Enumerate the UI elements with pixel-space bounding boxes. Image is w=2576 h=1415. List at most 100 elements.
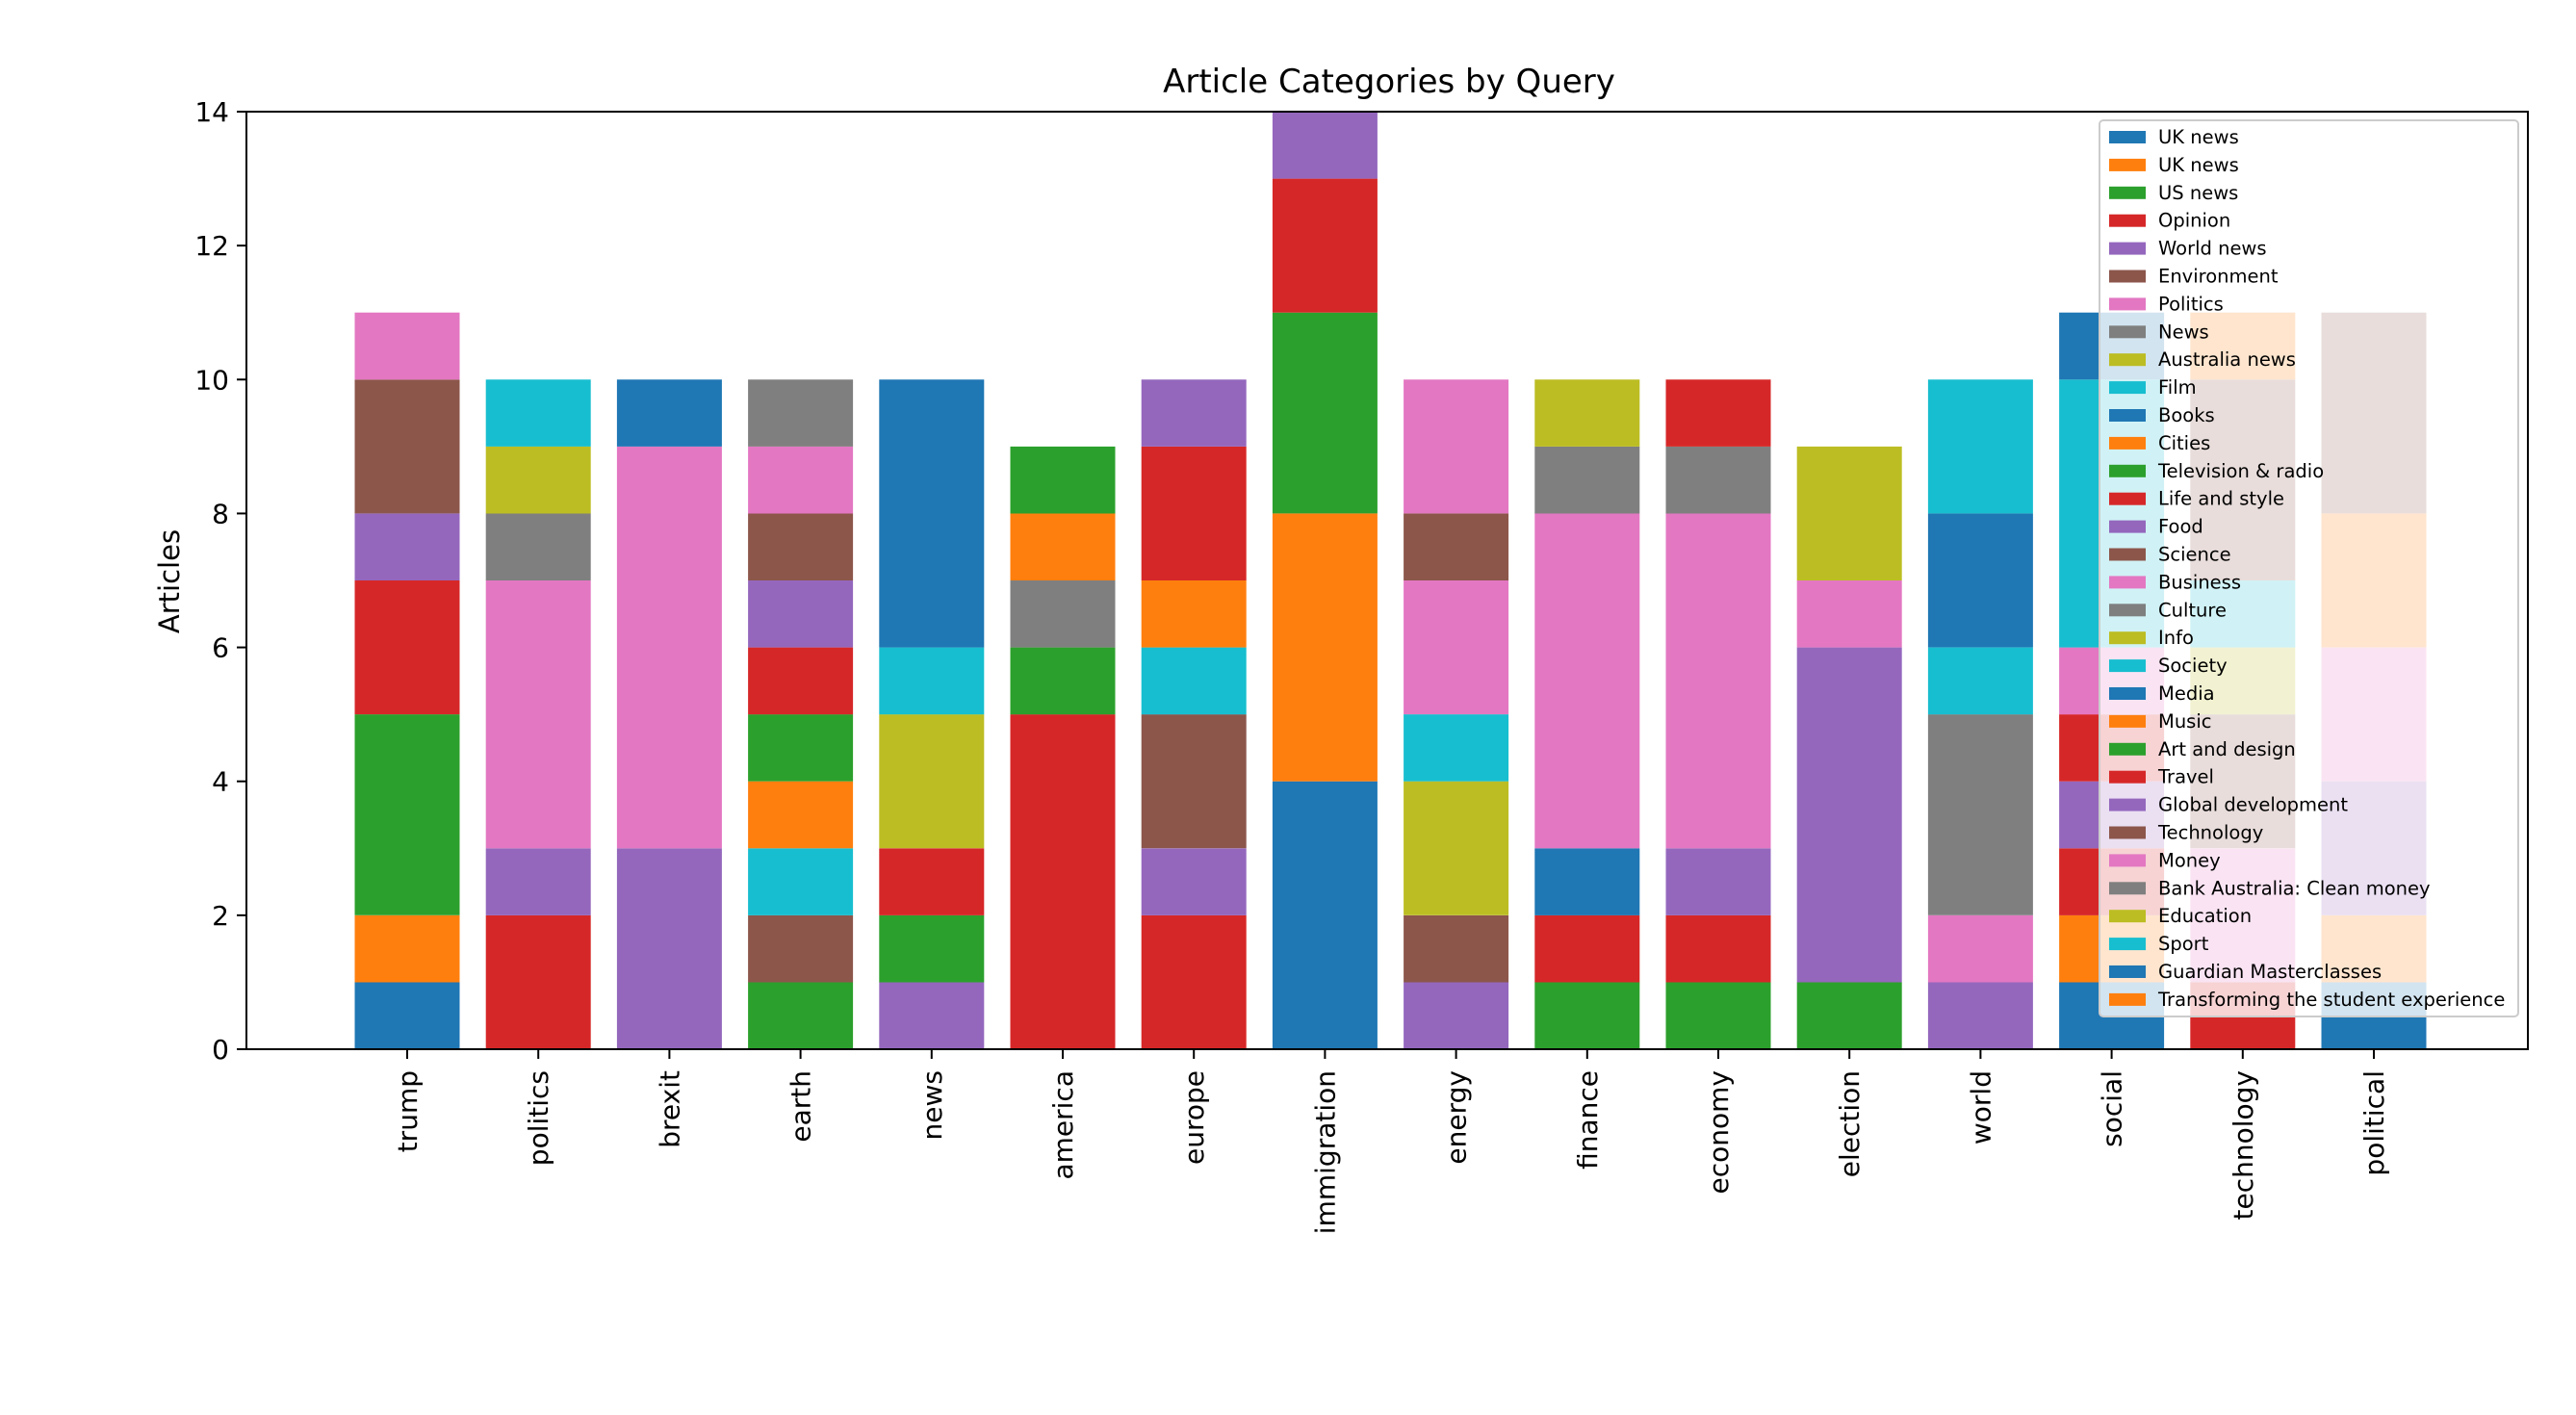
- y-axis: 0 2 4 6 8 10 12 14: [194, 96, 246, 1066]
- legend-label: Education: [2158, 905, 2252, 927]
- y-tick-label: 12: [194, 230, 229, 262]
- legend-swatch: [2109, 548, 2146, 561]
- bar-segment-europe-6: [1141, 379, 1247, 447]
- bar-segment-economy-5: [1665, 379, 1771, 447]
- bar-segment-news-4: [879, 647, 985, 715]
- bar-segment-earth-9: [748, 379, 854, 447]
- legend-label: UK news: [2158, 154, 2239, 176]
- bar-segment-america-0: [1010, 714, 1116, 1049]
- legend-swatch: [2109, 436, 2146, 450]
- x-tick-label-politics: politics: [523, 1070, 554, 1166]
- bar-segment-trump-4: [354, 513, 460, 580]
- legend-label: Money: [2158, 849, 2221, 871]
- legend-swatch: [2109, 409, 2146, 422]
- x-tick-label-europe: europe: [1178, 1070, 1210, 1165]
- legend-swatch: [2109, 631, 2146, 645]
- legend-label: Australia news: [2158, 348, 2296, 371]
- x-tick-label-world: world: [1965, 1070, 1996, 1145]
- legend-swatch: [2109, 242, 2146, 255]
- legend-label: Info: [2158, 627, 2194, 649]
- legend-label: Music: [2158, 710, 2211, 733]
- bar-segment-brexit-1: [616, 446, 722, 849]
- legend-swatch: [2109, 353, 2146, 367]
- legend-swatch: [2109, 214, 2146, 227]
- legend-label: Transforming the student experience: [2157, 989, 2505, 1011]
- legend-label: Politics: [2158, 293, 2224, 315]
- bar-segment-world-2: [1927, 714, 2033, 915]
- x-tick-label-america: america: [1047, 1070, 1079, 1180]
- legend-label: Art and design: [2158, 738, 2296, 760]
- bar-segment-trump-5: [354, 379, 460, 514]
- bar-segment-brexit-0: [616, 848, 722, 1049]
- x-tick-label-finance: finance: [1572, 1070, 1604, 1170]
- legend-label: Travel: [2157, 766, 2214, 788]
- x-tick-label-immigration: immigration: [1309, 1070, 1341, 1234]
- bar-segment-earth-7: [748, 513, 854, 580]
- bar-segment-immigration-1: [1272, 513, 1378, 782]
- x-tick-label-social: social: [2097, 1070, 2128, 1147]
- legend-swatch: [2109, 520, 2146, 533]
- bar-segment-economy-1: [1665, 914, 1771, 983]
- x-tick-label-news: news: [916, 1070, 948, 1140]
- legend-label: World news: [2158, 238, 2267, 260]
- legend-label: Media: [2158, 682, 2215, 705]
- legend-label: Sport: [2158, 933, 2209, 955]
- legend-swatch: [2109, 742, 2146, 756]
- bar-segment-election-2: [1796, 580, 1902, 648]
- x-tick-label-earth: earth: [786, 1070, 817, 1143]
- bar-segment-earth-4: [748, 714, 854, 782]
- bar-segment-finance-1: [1534, 914, 1640, 983]
- bar-segment-energy-4: [1404, 580, 1509, 715]
- legend-swatch: [2109, 492, 2146, 505]
- x-tick-label-technology: technology: [2228, 1070, 2259, 1220]
- bar-segment-news-3: [879, 714, 985, 849]
- legend-swatch: [2109, 938, 2146, 951]
- bar-segment-europe-1: [1141, 848, 1247, 915]
- legend-label: Opinion: [2158, 210, 2230, 232]
- legend-label: Film: [2158, 376, 2197, 399]
- bar-segment-earth-1: [748, 914, 854, 983]
- legend-swatch: [2109, 798, 2146, 811]
- bar-segment-brexit-2: [616, 379, 722, 447]
- bar-segment-finance-2: [1534, 848, 1640, 915]
- y-tick-label: 4: [212, 766, 229, 798]
- bar-segment-politics-3: [485, 513, 591, 580]
- legend-label: Books: [2158, 404, 2215, 426]
- bar-segment-earth-8: [748, 446, 854, 514]
- legend-label: Guardian Masterclasses: [2158, 961, 2382, 983]
- legend-swatch: [2109, 464, 2146, 477]
- bar-segment-election-3: [1796, 446, 1902, 580]
- bar-segment-politics-5: [485, 379, 591, 447]
- legend-swatch: [2109, 325, 2146, 339]
- legend-label: Television & radio: [2157, 460, 2324, 482]
- legend-label: Cities: [2158, 432, 2210, 454]
- bar-segment-politics-2: [485, 580, 591, 849]
- legend-swatch: [2109, 659, 2146, 673]
- legend-swatch: [2109, 158, 2146, 171]
- legend-swatch: [2109, 965, 2146, 978]
- bar-segment-news-2: [879, 848, 985, 915]
- x-tick-label-trump: trump: [392, 1070, 424, 1152]
- legend-swatch: [2109, 854, 2146, 867]
- legend-swatch: [2109, 270, 2146, 283]
- bar-segment-world-1: [1927, 914, 2033, 983]
- bar-segment-trump-3: [354, 580, 460, 715]
- bar-segment-immigration-3: [1272, 178, 1378, 313]
- bar-segment-economy-2: [1665, 848, 1771, 915]
- chart-title: Article Categories by Query: [1163, 63, 1615, 101]
- bar-segment-immigration-2: [1272, 312, 1378, 514]
- legend-label: News: [2158, 321, 2209, 343]
- legend-label: US news: [2158, 182, 2238, 204]
- bar-segment-europe-2: [1141, 714, 1247, 849]
- x-tick-label-economy: economy: [1703, 1070, 1735, 1194]
- bar-segment-trump-0: [354, 982, 460, 1049]
- bar-segment-earth-0: [748, 982, 854, 1049]
- bar-segment-europe-5: [1141, 446, 1247, 580]
- bar-segment-news-5: [879, 379, 985, 648]
- bar-segment-energy-6: [1404, 379, 1509, 514]
- legend-swatch: [2109, 576, 2146, 589]
- bar-segment-earth-2: [748, 848, 854, 915]
- bar-segment-election-1: [1796, 647, 1902, 983]
- bar-segment-election-0: [1796, 982, 1902, 1049]
